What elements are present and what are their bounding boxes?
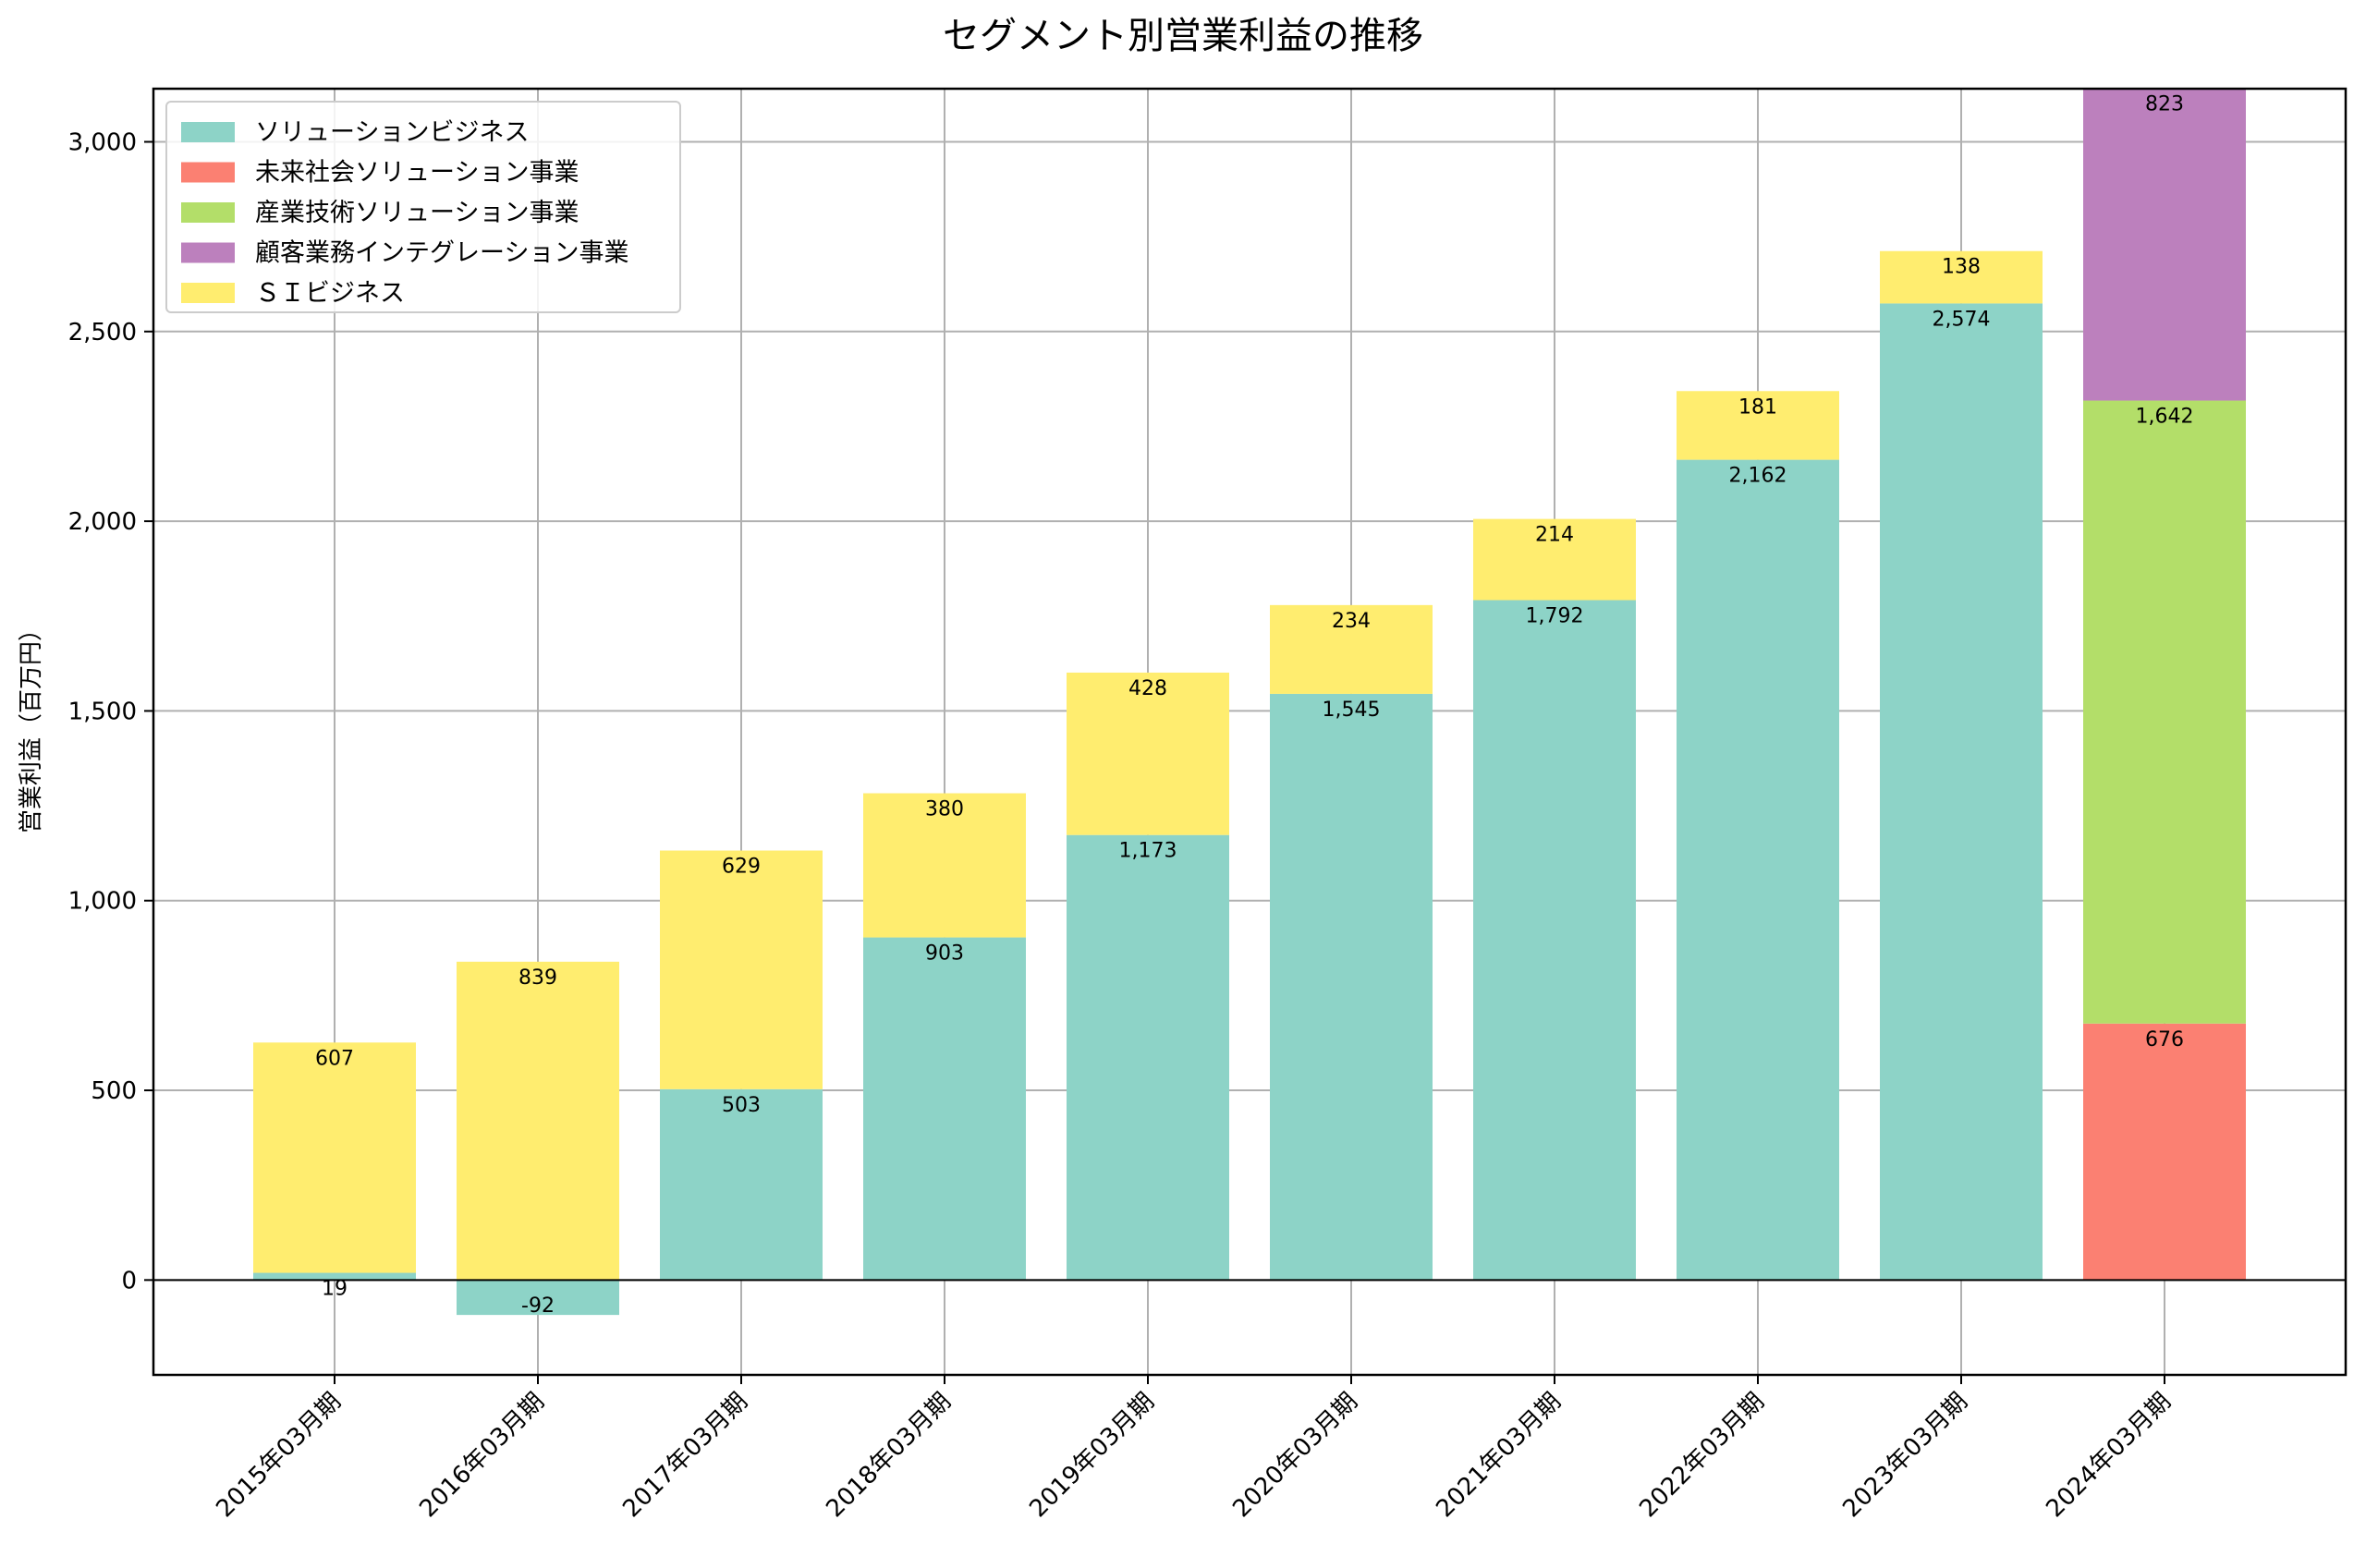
x-tick-label: 2024年03月期: [2041, 1388, 2177, 1524]
bar-segment: [1677, 391, 1839, 460]
x-tick-label: 2019年03月期: [1024, 1388, 1160, 1524]
y-tick-label: 1,500: [68, 698, 137, 725]
bar-segment: [2083, 400, 2246, 1024]
bar-segment: [1270, 604, 1433, 694]
bar-segment: [2083, 1023, 2246, 1281]
data-label: 380: [925, 798, 964, 821]
y-tick-label: 2,500: [68, 319, 137, 346]
legend-swatch: [181, 242, 235, 263]
x-tick-label: 2021年03月期: [1431, 1388, 1567, 1524]
legend-entry: 顧客業務インテグレーション事業: [255, 239, 628, 268]
data-label: 839: [518, 966, 557, 990]
data-label: 2,162: [1729, 465, 1787, 488]
legend-swatch: [181, 162, 235, 183]
y-tick-label: 3,000: [68, 128, 137, 156]
y-tick-label: 2,000: [68, 508, 137, 536]
x-tick-label: 2023年03月期: [1837, 1388, 1973, 1524]
bar-segment: [1270, 693, 1433, 1281]
data-label: 1,792: [1526, 605, 1584, 628]
legend: ソリューションビジネス未来社会ソリューション事業産業技術ソリューション事業顧客業…: [165, 101, 681, 313]
bar-segment: [457, 961, 619, 1281]
y-tick-label: 500: [91, 1077, 137, 1105]
legend-swatch: [181, 283, 235, 303]
data-label: 2,574: [1933, 308, 1991, 331]
bar-segment: [1473, 600, 1636, 1281]
bar-segment: [1880, 250, 2043, 304]
x-tick-label: 2020年03月期: [1227, 1388, 1363, 1524]
legend-entry: ソリューションビジネス: [255, 118, 529, 147]
data-label: 823: [2145, 93, 2184, 116]
data-label: 19: [322, 1278, 348, 1301]
bar-segment: [1677, 459, 1839, 1281]
bar-segment: [253, 1042, 416, 1273]
data-label: 1,173: [1119, 840, 1177, 863]
data-label: 428: [1128, 677, 1167, 700]
bar-segment: [2083, 88, 2246, 401]
y-axis-ticks: 0 500 1,000 1,500 2,000 2,500 3,000: [68, 128, 153, 1295]
bar-segment: [1880, 303, 2043, 1281]
x-tick-label: 2018年03月期: [821, 1388, 957, 1524]
plot-frame: [152, 87, 2348, 1377]
bars-layer: [253, 88, 2246, 1316]
bar-segment: [1067, 834, 1229, 1281]
x-tick-label: 2015年03月期: [211, 1388, 347, 1524]
y-tick-label: 0: [121, 1267, 137, 1295]
legend-box: [165, 101, 681, 313]
x-tick-label: 2017年03月期: [617, 1388, 753, 1524]
bar-segment: [457, 1280, 619, 1316]
y-tick-label: 1,000: [68, 888, 137, 916]
data-label: 234: [1332, 610, 1371, 633]
x-tick-label: 2022年03月期: [1634, 1388, 1770, 1524]
data-label: 629: [722, 856, 761, 879]
data-label: 214: [1535, 524, 1574, 547]
data-label: 676: [2145, 1028, 2184, 1051]
data-label: 138: [1942, 256, 1981, 279]
data-label: 1,642: [2136, 406, 2194, 429]
x-tick-label: 2016年03月期: [414, 1388, 550, 1524]
bar-segment: [660, 850, 823, 1089]
bar-segment: [660, 1088, 823, 1281]
chart-title: セグメント別営業利益の推移: [943, 15, 1423, 57]
data-label: 903: [925, 942, 964, 966]
data-labels-layer: 19 607 -92 839 503 629 903 380 1,173 428 1,545 234 1…: [315, 93, 2193, 1319]
legend-swatch: [181, 122, 235, 142]
bar-segment: [863, 937, 1026, 1281]
data-label: 181: [1738, 395, 1777, 419]
data-label: 607: [315, 1047, 354, 1070]
legend-entry: 未来社会ソリューション事業: [255, 159, 579, 188]
y-axis-label: 営業利益（百万円）: [18, 617, 45, 833]
bar-segment: [863, 793, 1026, 938]
legend-entry: 産業技術ソリューション事業: [255, 199, 579, 227]
bar-segment: [253, 1272, 416, 1281]
data-label: 1,545: [1323, 699, 1381, 722]
legend-swatch: [181, 202, 235, 223]
x-axis-ticks: 2015年03月期 2016年03月期 2017年03月期 2018年03月期 2019…: [211, 1375, 2177, 1523]
bar-segment: [1473, 518, 1636, 601]
legend-entry: ＳＩビジネス: [255, 279, 405, 308]
bar-segment: [1067, 672, 1229, 835]
data-label: 503: [722, 1094, 761, 1117]
data-label: -92: [521, 1295, 555, 1318]
